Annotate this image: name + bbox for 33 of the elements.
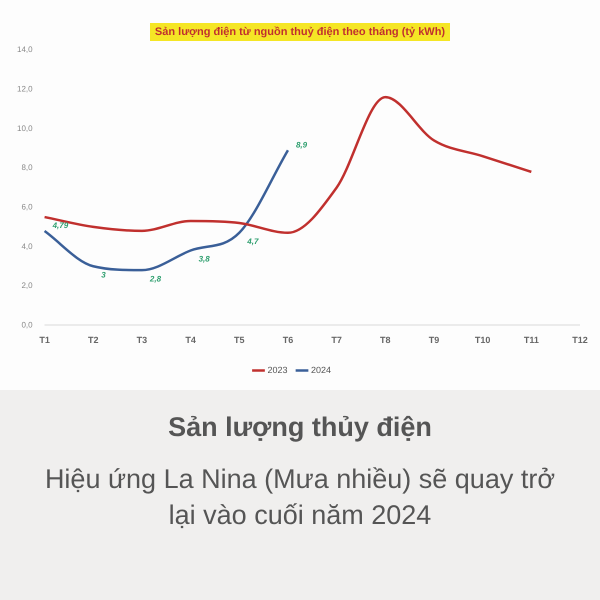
data-label: 8,9 (296, 140, 308, 150)
data-label: 3,8 (198, 254, 210, 264)
x-tick-label: T6 (282, 335, 294, 346)
text: Hiệu ứng La Nina (Mưa nhiều) sẽ quay trở lại vào cuối năm 2024 (44, 463, 556, 532)
y-tick-label: 10,0 (16, 124, 34, 133)
data-label: 2,8 (148, 274, 162, 284)
x-tick-label: T11 (524, 335, 539, 346)
data-label: 4,79 (52, 221, 69, 230)
x-tick-label: T3 (136, 335, 148, 346)
y-tick-label: 0,0 (21, 320, 34, 330)
y-tick-label: 4,0 (21, 242, 34, 251)
x-tick-label: T2 (88, 335, 99, 346)
legend-label: 2023 (267, 364, 288, 375)
x-tick-label: T10 (474, 335, 490, 346)
x-tick-label: T4 (185, 335, 196, 346)
data-label: 3 (101, 270, 106, 280)
chart-title: Sản lượng điện từ nguồn thuỷ điện theo tháng (tỷ kWh) (150, 23, 450, 41)
data-label: 4,7 (246, 237, 259, 246)
y-tick-label: 12,0 (16, 84, 34, 94)
line-series (43, 149, 290, 272)
text: Sản lượng thủy điện (167, 411, 433, 443)
x-tick-label: T1 (39, 335, 50, 346)
y-tick-label: 6,0 (21, 202, 34, 212)
x-tick-label: T8 (380, 335, 391, 346)
x-tick-label: T9 (428, 335, 440, 346)
x-tick-label: T5 (234, 335, 245, 346)
legend-label: 2024 (311, 364, 332, 375)
y-tick-label: 14,0 (16, 45, 34, 54)
y-tick-label: 2,0 (21, 281, 34, 290)
y-tick-label: 8,0 (21, 163, 34, 172)
x-tick-label: T7 (331, 335, 342, 346)
x-tick-label: T12 (572, 335, 588, 346)
line-series (43, 96, 533, 234)
